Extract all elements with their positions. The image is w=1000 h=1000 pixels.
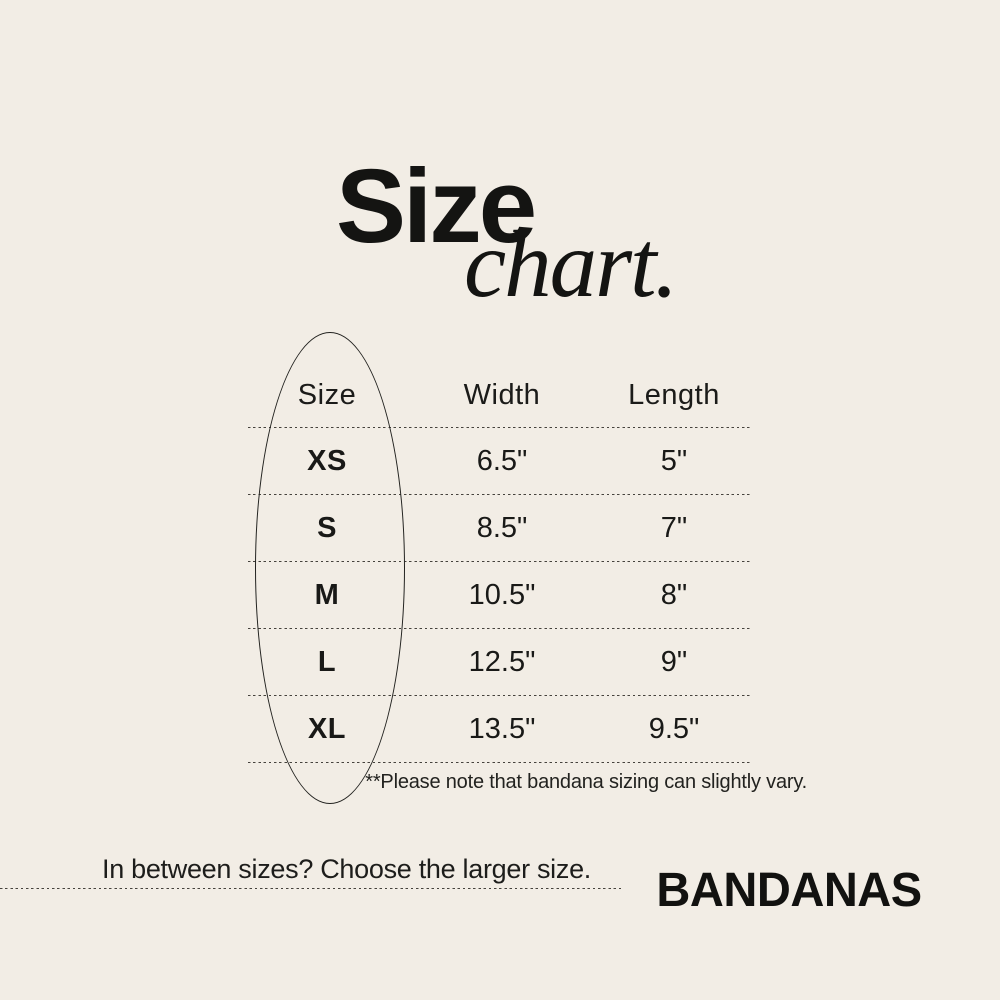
row-divider [248,628,750,629]
length-value: 7" [660,511,688,544]
sizing-note: **Please note that bandana sizing can sl… [365,771,807,793]
page-title-script: chart. [464,211,678,317]
footer-tip: In between sizes? Choose the larger size… [102,854,591,884]
row-divider [248,561,750,562]
width-value: 6.5" [476,444,528,477]
product-name: BANDANAS [656,864,923,917]
size-column-ellipse [255,332,405,804]
row-divider [248,695,750,696]
row-divider [248,762,750,763]
footer-divider [0,888,622,889]
width-value: 13.5" [468,712,536,745]
column-header-length: Length [628,378,720,411]
width-value: 8.5" [476,511,528,544]
length-value: 9" [660,645,688,678]
row-divider [248,494,750,495]
length-value: 9.5" [648,712,700,745]
page-title: Size [336,148,537,265]
length-value: 8" [660,578,688,611]
length-value: 5" [660,444,688,477]
width-value: 10.5" [468,578,536,611]
row-divider [248,427,750,428]
column-header-width: Width [463,378,541,411]
width-value: 12.5" [468,645,536,678]
